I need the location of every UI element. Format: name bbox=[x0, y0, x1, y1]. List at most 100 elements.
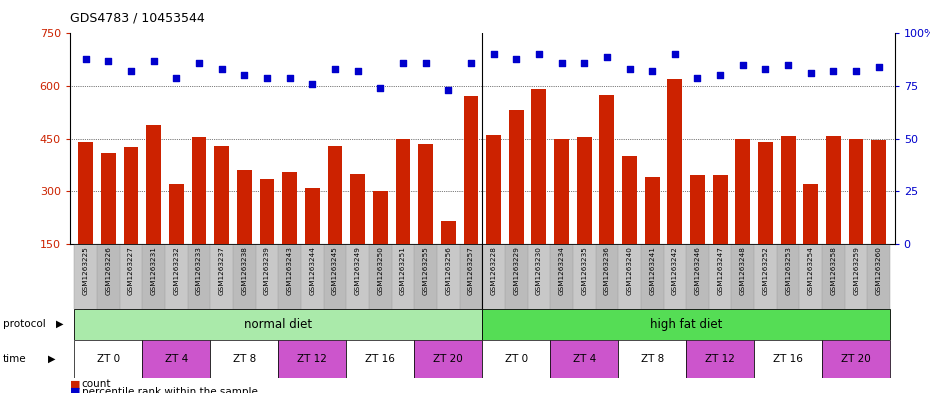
Bar bbox=[509, 110, 524, 296]
Text: ZT 12: ZT 12 bbox=[298, 354, 327, 364]
Text: ZT 20: ZT 20 bbox=[433, 354, 463, 364]
Bar bbox=[686, 244, 709, 309]
Point bbox=[418, 60, 433, 66]
Text: GSM1263237: GSM1263237 bbox=[219, 246, 224, 295]
Point bbox=[600, 53, 615, 60]
Text: ▶: ▶ bbox=[56, 319, 63, 329]
Bar bbox=[74, 340, 142, 378]
Bar bbox=[800, 244, 822, 309]
Point bbox=[736, 62, 751, 68]
Bar bbox=[327, 145, 342, 296]
Bar bbox=[595, 244, 618, 309]
Text: GSM1263248: GSM1263248 bbox=[740, 246, 746, 295]
Text: ZT 4: ZT 4 bbox=[165, 354, 188, 364]
Text: GSM1263259: GSM1263259 bbox=[853, 246, 859, 295]
Bar bbox=[232, 244, 256, 309]
Bar bbox=[188, 244, 210, 309]
Bar bbox=[346, 244, 369, 309]
Bar bbox=[463, 96, 478, 296]
Point bbox=[124, 68, 139, 74]
Bar bbox=[871, 140, 886, 296]
Point bbox=[690, 74, 705, 81]
Bar bbox=[414, 244, 437, 309]
Text: high fat diet: high fat diet bbox=[650, 318, 723, 331]
Bar bbox=[237, 170, 252, 296]
Point bbox=[577, 60, 591, 66]
Text: ZT 0: ZT 0 bbox=[505, 354, 527, 364]
Bar bbox=[210, 244, 232, 309]
Text: GSM1263227: GSM1263227 bbox=[128, 246, 134, 295]
Point bbox=[259, 74, 274, 81]
Bar bbox=[554, 138, 569, 296]
Text: GSM1263240: GSM1263240 bbox=[627, 246, 632, 295]
Text: ZT 0: ZT 0 bbox=[97, 354, 120, 364]
Text: GSM1263229: GSM1263229 bbox=[513, 246, 519, 295]
Text: GSM1263246: GSM1263246 bbox=[695, 246, 700, 295]
Bar bbox=[192, 137, 206, 296]
Bar bbox=[78, 142, 93, 296]
Text: GSM1263243: GSM1263243 bbox=[286, 246, 293, 295]
Bar bbox=[369, 244, 392, 309]
Bar bbox=[324, 244, 346, 309]
Bar bbox=[532, 90, 546, 296]
Bar bbox=[686, 340, 754, 378]
Bar bbox=[551, 340, 618, 378]
Text: ZT 12: ZT 12 bbox=[705, 354, 735, 364]
Point bbox=[237, 72, 252, 79]
Point bbox=[804, 70, 818, 77]
Text: GSM1263228: GSM1263228 bbox=[490, 246, 497, 295]
Bar bbox=[826, 136, 841, 296]
Text: ZT 16: ZT 16 bbox=[773, 354, 804, 364]
Point bbox=[622, 66, 637, 72]
Bar bbox=[822, 340, 890, 378]
Text: GSM1263232: GSM1263232 bbox=[173, 246, 179, 295]
Text: GSM1263251: GSM1263251 bbox=[400, 246, 405, 295]
Text: ZT 8: ZT 8 bbox=[232, 354, 256, 364]
Bar bbox=[120, 244, 142, 309]
Text: GSM1263235: GSM1263235 bbox=[581, 246, 587, 295]
Bar bbox=[305, 187, 320, 296]
Point bbox=[644, 68, 659, 74]
Text: GSM1263255: GSM1263255 bbox=[422, 246, 429, 295]
Bar bbox=[210, 340, 278, 378]
Text: GSM1263258: GSM1263258 bbox=[830, 246, 836, 295]
Bar bbox=[781, 136, 795, 296]
Text: normal diet: normal diet bbox=[245, 318, 312, 331]
Bar bbox=[165, 244, 188, 309]
Bar bbox=[736, 138, 751, 296]
Bar bbox=[551, 244, 573, 309]
Point bbox=[554, 60, 569, 66]
Bar bbox=[868, 244, 890, 309]
Text: ■: ■ bbox=[70, 387, 80, 393]
Point bbox=[78, 55, 93, 62]
Text: GSM1263233: GSM1263233 bbox=[196, 246, 202, 295]
Point bbox=[192, 60, 206, 66]
Text: GSM1263226: GSM1263226 bbox=[105, 246, 112, 295]
Bar bbox=[505, 244, 527, 309]
Bar bbox=[641, 244, 663, 309]
Text: GSM1263236: GSM1263236 bbox=[604, 246, 610, 295]
Text: GSM1263250: GSM1263250 bbox=[378, 246, 383, 295]
Bar bbox=[754, 340, 822, 378]
Point bbox=[849, 68, 864, 74]
Point bbox=[531, 51, 546, 57]
Bar bbox=[754, 244, 777, 309]
Point bbox=[214, 66, 229, 72]
Text: GSM1263234: GSM1263234 bbox=[559, 246, 565, 295]
Text: GSM1263230: GSM1263230 bbox=[536, 246, 542, 295]
Text: ZT 16: ZT 16 bbox=[365, 354, 395, 364]
Text: ▶: ▶ bbox=[48, 354, 56, 364]
Point bbox=[350, 68, 365, 74]
Bar bbox=[214, 145, 229, 296]
Point bbox=[305, 81, 320, 87]
Bar bbox=[482, 309, 890, 340]
Bar bbox=[373, 191, 388, 296]
Bar bbox=[527, 244, 551, 309]
Text: GSM1263260: GSM1263260 bbox=[876, 246, 882, 295]
Bar bbox=[169, 184, 183, 296]
Point bbox=[826, 68, 841, 74]
Bar bbox=[142, 244, 165, 309]
Bar bbox=[146, 125, 161, 296]
Bar bbox=[437, 244, 459, 309]
Text: GSM1263257: GSM1263257 bbox=[468, 246, 474, 295]
